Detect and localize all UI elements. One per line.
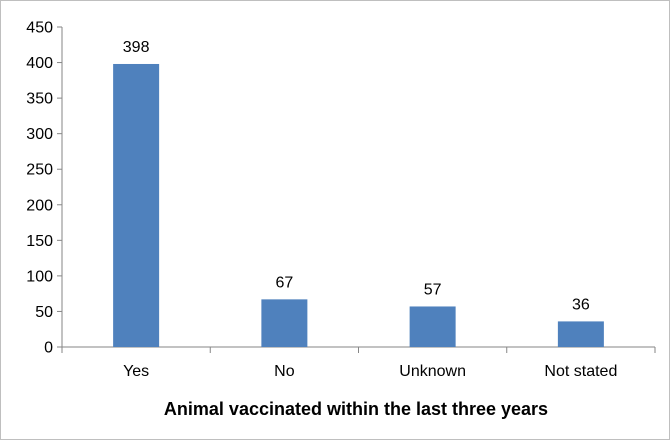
bar-data-label: 57: [424, 281, 442, 298]
y-tick-label: 150: [26, 233, 53, 250]
bar-not-stated: [557, 321, 604, 347]
y-tick-label: 350: [26, 91, 53, 108]
bar-no: [261, 299, 308, 347]
x-category-label: Not stated: [544, 363, 617, 380]
y-tick-label: 300: [26, 126, 53, 143]
y-axis: 0 50 100 150 200 250 300 350 400 450: [26, 20, 63, 357]
bar-data-label: 36: [572, 296, 590, 313]
x-category-label: No: [274, 363, 295, 380]
data-labels: 398 67 57 36: [123, 39, 590, 313]
bar-data-label: 398: [123, 39, 150, 56]
y-tick-label: 450: [26, 20, 53, 37]
y-tick-label: 200: [26, 197, 53, 214]
x-axis: Yes No Unknown Not stated: [61, 346, 656, 380]
y-tick-label: 50: [35, 304, 53, 321]
x-category-label: Unknown: [399, 363, 466, 380]
bar-unknown: [409, 306, 456, 347]
y-tick-label: 250: [26, 162, 53, 179]
bar-data-label: 67: [275, 274, 293, 291]
y-tick-label: 0: [44, 340, 53, 357]
x-axis-title: Animal vaccinated within the last three …: [164, 399, 548, 419]
y-tick-label: 400: [26, 55, 53, 72]
y-tick-label: 100: [26, 268, 53, 285]
bars: [113, 63, 604, 347]
x-category-label: Yes: [123, 363, 149, 380]
bar-yes: [113, 63, 160, 347]
